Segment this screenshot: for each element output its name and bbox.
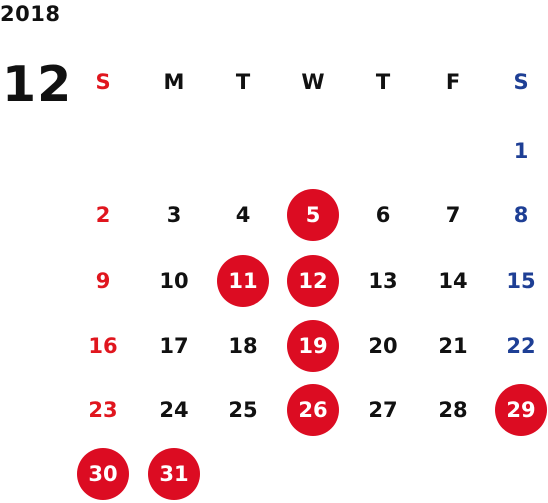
day-20[interactable]: 20: [368, 334, 398, 358]
weekday-header-friday: F: [445, 70, 461, 94]
day-15[interactable]: 15: [506, 269, 536, 293]
day-4[interactable]: 4: [235, 203, 251, 227]
day-3[interactable]: 3: [166, 203, 182, 227]
day-21[interactable]: 21: [438, 334, 468, 358]
year-label: 2018: [0, 2, 61, 26]
weekday-header-thursday: T: [375, 70, 391, 94]
weekday-header-tuesday: T: [235, 70, 251, 94]
day-16[interactable]: 16: [88, 334, 118, 358]
day-13[interactable]: 13: [368, 269, 398, 293]
weekday-header-monday: M: [163, 70, 185, 94]
day-24[interactable]: 24: [159, 398, 189, 422]
day-6[interactable]: 6: [375, 203, 391, 227]
day-23[interactable]: 23: [88, 398, 118, 422]
day-7[interactable]: 7: [445, 203, 461, 227]
highlighted-day-29[interactable]: 29: [495, 384, 547, 436]
day-1[interactable]: 1: [513, 139, 529, 163]
highlighted-day-31[interactable]: 31: [148, 448, 200, 500]
day-28[interactable]: 28: [438, 398, 468, 422]
day-14[interactable]: 14: [438, 269, 468, 293]
highlighted-day-30[interactable]: 30: [77, 448, 129, 500]
highlighted-day-12[interactable]: 12: [287, 255, 339, 307]
day-2[interactable]: 2: [95, 203, 111, 227]
weekday-header-sunday: S: [95, 70, 111, 94]
month-number: 12: [2, 56, 73, 113]
highlighted-day-19[interactable]: 19: [287, 320, 339, 372]
day-18[interactable]: 18: [228, 334, 258, 358]
day-22[interactable]: 22: [506, 334, 536, 358]
weekday-header-saturday: S: [513, 70, 529, 94]
day-10[interactable]: 10: [159, 269, 189, 293]
day-8[interactable]: 8: [513, 203, 529, 227]
day-25[interactable]: 25: [228, 398, 258, 422]
highlighted-day-26[interactable]: 26: [287, 384, 339, 436]
day-27[interactable]: 27: [368, 398, 398, 422]
day-17[interactable]: 17: [159, 334, 189, 358]
highlighted-day-11[interactable]: 11: [217, 255, 269, 307]
weekday-header-wednesday: W: [301, 70, 325, 94]
day-9[interactable]: 9: [95, 269, 111, 293]
highlighted-day-5[interactable]: 5: [287, 189, 339, 241]
